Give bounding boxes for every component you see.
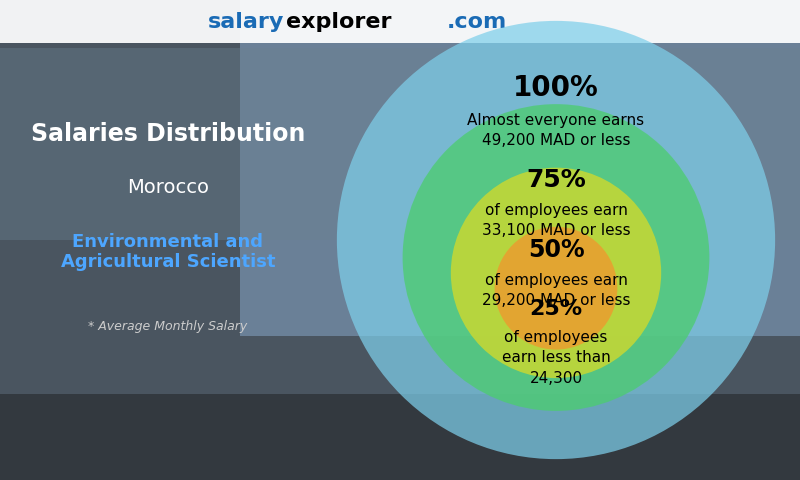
Text: Salaries Distribution: Salaries Distribution	[31, 122, 305, 146]
Text: 50%: 50%	[528, 238, 584, 262]
Text: of employees earn
29,200 MAD or less: of employees earn 29,200 MAD or less	[482, 273, 630, 308]
Text: Almost everyone earns
49,200 MAD or less: Almost everyone earns 49,200 MAD or less	[467, 113, 645, 148]
Text: .com: .com	[446, 12, 506, 32]
Circle shape	[402, 104, 710, 411]
Text: explorer: explorer	[286, 12, 392, 32]
Circle shape	[337, 21, 775, 459]
Bar	[0, 0, 800, 43]
Text: of employees earn
33,100 MAD or less: of employees earn 33,100 MAD or less	[482, 203, 630, 238]
Text: 100%: 100%	[513, 74, 599, 102]
Text: 25%: 25%	[530, 299, 582, 319]
Text: Morocco: Morocco	[127, 178, 209, 197]
Text: * Average Monthly Salary: * Average Monthly Salary	[88, 320, 248, 333]
Bar	[240, 0, 800, 336]
Text: 75%: 75%	[526, 168, 586, 192]
Text: of employees
earn less than
24,300: of employees earn less than 24,300	[502, 330, 610, 385]
Text: salary: salary	[208, 12, 284, 32]
Circle shape	[451, 168, 661, 378]
Circle shape	[494, 227, 618, 349]
Text: Environmental and
Agricultural Scientist: Environmental and Agricultural Scientist	[61, 233, 275, 271]
Bar	[0, 394, 800, 480]
Bar	[0, 48, 800, 240]
